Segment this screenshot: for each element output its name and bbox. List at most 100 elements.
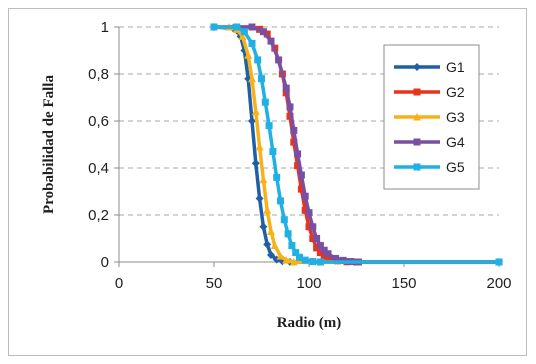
legend-item-g2: G2	[394, 84, 465, 100]
y-tick-label: 0,2	[88, 207, 109, 224]
data-point	[270, 241, 279, 250]
data-point	[282, 256, 291, 264]
data-point	[255, 194, 264, 203]
data-point	[267, 37, 275, 45]
data-point	[305, 223, 313, 231]
legend: G1 G2 G3 G4 G5	[383, 44, 480, 190]
series-g5	[210, 23, 503, 266]
data-point	[263, 240, 272, 249]
y-tick-label: 0	[101, 254, 109, 271]
data-point	[413, 63, 421, 71]
data-point	[251, 159, 260, 168]
x-tick-label: 150	[391, 275, 416, 292]
legend-label: G3	[446, 109, 465, 125]
data-point	[289, 258, 298, 266]
data-point	[248, 74, 256, 83]
y-tick-label: 0,6	[88, 113, 109, 130]
data-point	[267, 227, 275, 235]
data-point	[324, 250, 332, 258]
data-point	[316, 249, 324, 257]
data-point	[309, 258, 317, 266]
x-tick-label: 50	[206, 275, 223, 292]
data-point	[265, 122, 273, 130]
data-point	[275, 56, 283, 64]
data-point	[313, 244, 321, 252]
data-point	[413, 163, 421, 171]
data-point	[320, 246, 328, 254]
data-point	[324, 254, 332, 262]
data-point	[248, 23, 256, 31]
data-point	[244, 51, 253, 59]
series-lines	[210, 23, 503, 266]
data-point	[495, 258, 503, 266]
data-point	[296, 253, 303, 261]
data-point	[261, 98, 269, 106]
x-tick-label: 0	[115, 275, 123, 292]
x-tick-labels: 0 50 100 150 200	[115, 275, 512, 292]
legend-label: G2	[446, 84, 465, 100]
data-point	[316, 242, 324, 250]
data-point	[259, 222, 268, 231]
series-g3	[210, 23, 503, 266]
legend-label: G4	[446, 134, 465, 150]
data-point	[297, 171, 305, 179]
data-point	[254, 56, 262, 64]
data-point	[288, 242, 296, 250]
data-point	[240, 28, 248, 36]
data-point	[301, 256, 309, 264]
data-point	[316, 258, 324, 266]
data-point	[277, 197, 284, 205]
data-point	[297, 185, 305, 193]
data-point	[313, 235, 321, 242]
chart-frame: 0 0,2 0,4 0,6 0,8 1 0 50 100 150 200 Radio (m) Pr…	[8, 8, 527, 356]
data-point	[278, 257, 287, 266]
data-point	[259, 175, 268, 184]
legend-item-g4: G4	[394, 134, 465, 150]
data-point	[258, 75, 265, 83]
x-axis-title: Radio (m)	[277, 315, 342, 331]
x-tick-label: 200	[486, 275, 511, 292]
data-point	[259, 28, 267, 36]
data-point	[413, 138, 421, 146]
legend-items: G1 G2 G3 G4 G5	[394, 59, 465, 175]
data-point	[290, 126, 298, 134]
line-chart: 0 0,2 0,4 0,6 0,8 1 0 50 100 150 200 Radio (m) Pr…	[41, 19, 512, 331]
data-point	[251, 107, 260, 116]
legend-label: G1	[446, 59, 465, 75]
data-point	[280, 216, 288, 224]
data-point	[267, 250, 275, 259]
y-tick-label: 1	[101, 19, 109, 36]
data-point	[309, 223, 317, 231]
data-point	[210, 23, 218, 31]
data-point	[286, 103, 294, 111]
data-point	[255, 142, 264, 151]
data-point	[276, 252, 285, 260]
data-point	[294, 162, 302, 170]
data-point	[290, 138, 298, 146]
data-point	[233, 23, 241, 31]
legend-item-g1: G1	[394, 59, 465, 75]
y-tick-label: 0,4	[88, 160, 109, 177]
legend-item-g3: G3	[394, 109, 465, 125]
data-point	[294, 150, 302, 158]
data-point	[248, 117, 256, 125]
data-point	[273, 173, 281, 181]
data-point	[269, 148, 277, 156]
y-axis-title: Probabilidad de Falla	[41, 75, 57, 214]
data-point	[309, 235, 317, 242]
x-tick-label: 100	[296, 275, 321, 292]
data-point	[320, 252, 328, 260]
data-point	[413, 113, 421, 121]
y-tick-labels: 0 0,2 0,4 0,6 0,8 1	[88, 19, 109, 271]
y-tick-label: 0,8	[88, 66, 109, 83]
data-point	[238, 32, 247, 40]
data-point	[248, 39, 256, 47]
data-point	[284, 230, 292, 238]
data-point	[332, 254, 340, 262]
legend-item-g5: G5	[394, 159, 465, 175]
data-point	[301, 192, 309, 200]
legend-label: G5	[446, 159, 465, 175]
data-point	[282, 84, 290, 92]
series-line	[212, 25, 501, 264]
data-point	[301, 206, 309, 214]
